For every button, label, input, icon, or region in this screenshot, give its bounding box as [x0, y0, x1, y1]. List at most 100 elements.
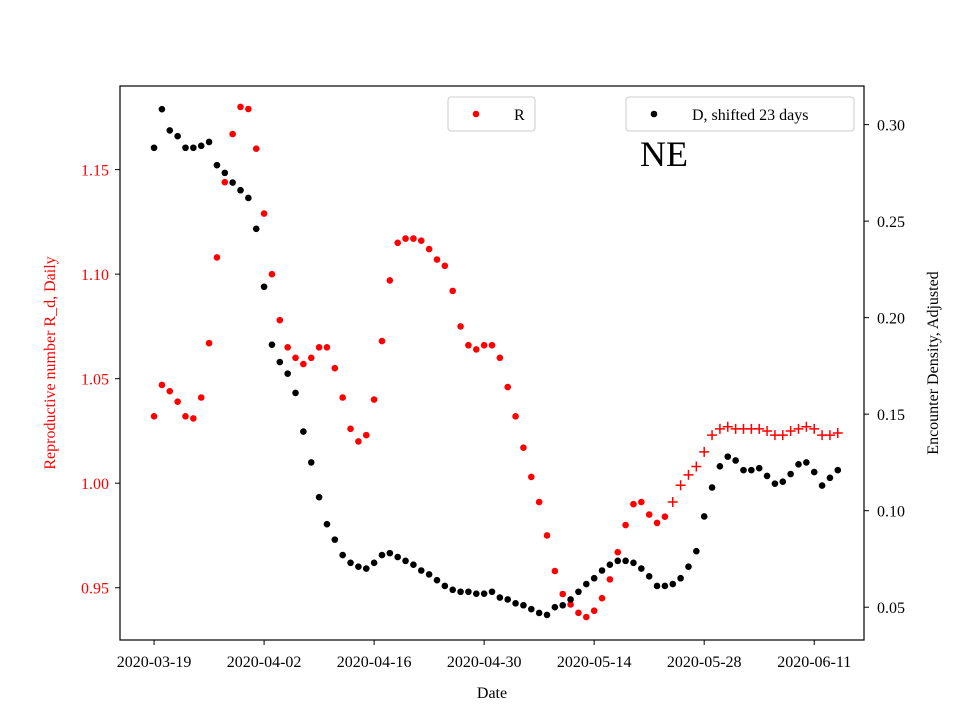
series-2-point [803, 459, 810, 466]
series-2-point [339, 551, 346, 559]
series-2-point [221, 169, 229, 177]
y-left-tick-label: 1.05 [81, 372, 109, 389]
series-2-point [653, 582, 661, 590]
series-2-point [410, 561, 417, 569]
data-points [150, 103, 843, 621]
series-0-point [551, 567, 559, 575]
series-2-point [284, 370, 291, 377]
series-2-point [543, 611, 551, 619]
series-0-point [417, 237, 425, 245]
series-2-point [638, 565, 645, 572]
series-2-point [472, 590, 480, 597]
series-2-point [158, 105, 166, 113]
series-2-point [449, 586, 457, 594]
series-2-point [818, 482, 826, 489]
series-0-point [237, 103, 244, 111]
series-0-point [520, 444, 527, 451]
series-2-point [237, 186, 244, 194]
series-0-point [150, 413, 158, 420]
series-1-point [707, 430, 718, 441]
series-1-point [699, 446, 710, 457]
x-tick-label: 2020-06-11 [777, 654, 851, 671]
series-0-point [559, 590, 567, 598]
series-0-point [504, 383, 512, 391]
series-0-point [221, 178, 229, 186]
series-0-point [410, 235, 417, 242]
series-2-point [779, 478, 787, 486]
series-0-point [488, 341, 496, 349]
series-0-point [307, 354, 315, 362]
series-2-point [370, 559, 378, 567]
series-2-point [748, 466, 755, 474]
axis-ticks: 2020-03-19 2020-04-02 2020-04-16 2020-04-30… [81, 118, 905, 671]
y-left-axis-title: Reproductive number R_d, Daily [42, 256, 59, 469]
series-2-point [551, 603, 559, 611]
series-1-point [683, 469, 694, 480]
y-left-tick-label: 0.95 [81, 581, 109, 598]
series-0-point [653, 519, 661, 527]
series-2-point [771, 480, 779, 487]
series-0-point [252, 145, 260, 153]
series-2-point [512, 600, 519, 607]
plot-frame [119, 85, 865, 641]
series-2-point [394, 553, 401, 561]
series-2-point [795, 461, 802, 468]
series-2-point [740, 466, 747, 474]
series-2-point [347, 559, 354, 567]
series-2-point [622, 557, 629, 565]
series-2-point [787, 470, 794, 478]
legend-d-frame [625, 96, 855, 132]
series-2-point [732, 457, 739, 464]
series-0-point [245, 105, 252, 113]
x-tick-label: 2020-04-02 [227, 654, 302, 671]
series-2-point [252, 225, 260, 233]
series-2-point [457, 588, 464, 596]
series-2-point [504, 596, 512, 603]
legend-r-marker [472, 110, 480, 118]
series-0-point [645, 511, 653, 518]
series-0-point [347, 425, 354, 433]
series-0-point [583, 613, 590, 621]
series-2-point [488, 588, 496, 596]
series-2-point [693, 547, 700, 555]
series-2-point [229, 179, 236, 186]
series-2-point [433, 576, 441, 584]
series-1-point [722, 421, 733, 432]
series-1-point [667, 497, 678, 508]
legend-d-label: D, shifted 23 days [692, 107, 808, 124]
legend-r-label: R [514, 107, 525, 124]
series-0-point [465, 341, 472, 349]
series-0-point [590, 607, 598, 615]
series-2-point [716, 462, 724, 470]
series-2-point [182, 144, 189, 152]
y-right-tick-label: 0.20 [877, 311, 905, 328]
series-0-point [614, 548, 622, 556]
y-left-tick-label: 1.00 [81, 476, 109, 493]
series-0-point [496, 354, 504, 362]
series-0-point [527, 473, 535, 481]
series-2-point [323, 520, 331, 528]
series-0-point [425, 245, 433, 253]
series-0-point [449, 287, 457, 295]
series-2-point [575, 588, 582, 596]
series-0-point [386, 277, 394, 284]
series-2-point [834, 466, 842, 474]
y-left-tick-label: 1.15 [81, 163, 109, 180]
series-0-point [543, 532, 551, 539]
series-0-point [355, 438, 362, 445]
series-0-point [394, 239, 401, 247]
series-1-point [793, 423, 804, 434]
series-1-point [785, 425, 796, 436]
series-1-point [754, 423, 765, 434]
series-2-point [245, 194, 252, 202]
series-0-point [606, 576, 614, 583]
legend-d-marker [650, 110, 658, 118]
series-0-point [205, 339, 213, 347]
series-2-point [417, 567, 425, 574]
series-0-point [260, 210, 268, 217]
series-0-point [575, 609, 582, 617]
legend-d: D, shifted 23 days [625, 96, 855, 132]
series-0-point [661, 513, 669, 520]
series-2-point [645, 572, 653, 580]
